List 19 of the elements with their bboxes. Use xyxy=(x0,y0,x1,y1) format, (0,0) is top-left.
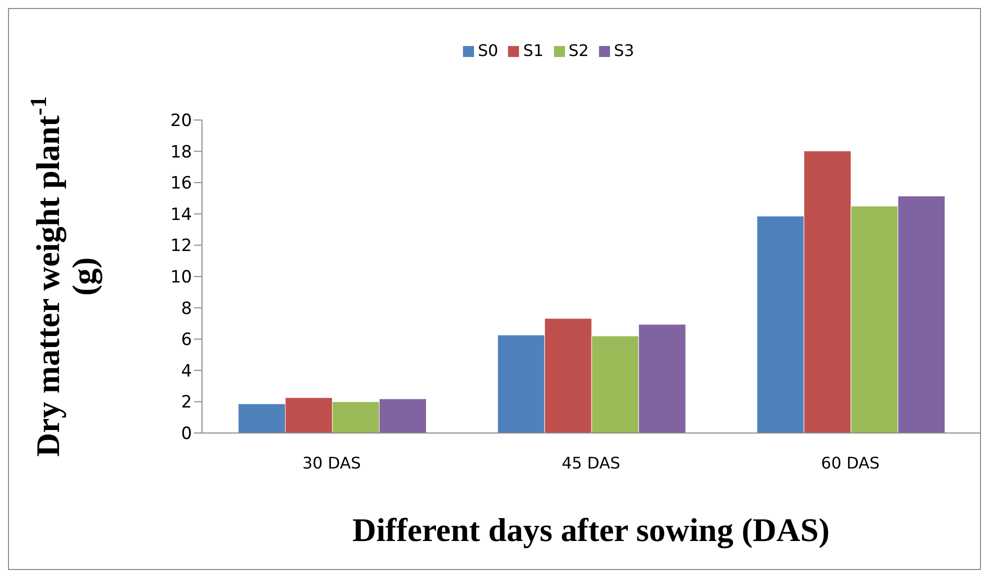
y-tick-label: 20 xyxy=(170,111,192,132)
y-tick-label: 14 xyxy=(170,204,192,225)
x-tick-label: 45 DAS xyxy=(562,453,620,472)
y-tick-label: 4 xyxy=(181,361,192,382)
x-tick-label: 30 DAS xyxy=(302,453,361,472)
legend-label: S2 xyxy=(568,41,589,60)
y-tick-label: 0 xyxy=(181,424,192,444)
y-tick-label: 2 xyxy=(181,392,192,413)
x-axis-title: Different days after sowing (DAS) xyxy=(352,513,830,549)
y-tick-label: 6 xyxy=(181,330,192,350)
legend-label: S3 xyxy=(614,41,634,60)
y-tick-label: 12 xyxy=(170,236,192,256)
y-tick-label: 16 xyxy=(170,174,192,194)
legend-label: S1 xyxy=(523,41,544,60)
y-tick-label: 18 xyxy=(170,142,192,162)
legend-label: S0 xyxy=(478,41,498,60)
y-tick-label: 8 xyxy=(181,298,192,319)
x-tick-label: 60 DAS xyxy=(821,453,880,472)
y-tick-label: 10 xyxy=(170,268,192,288)
